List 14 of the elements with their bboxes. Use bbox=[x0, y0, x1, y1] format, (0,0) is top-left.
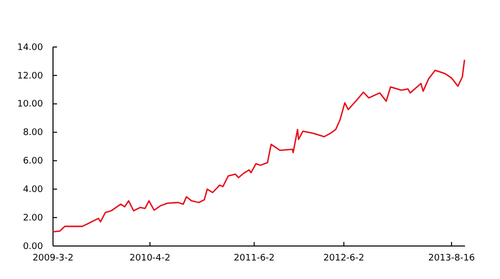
x-tick-label: 2009-3-2 bbox=[32, 253, 74, 264]
y-tick-label: 2.00 bbox=[22, 213, 44, 224]
y-tick-label: 8.00 bbox=[22, 128, 44, 138]
y-tick-label: 6.00 bbox=[22, 156, 44, 167]
x-tick-label: 2012-6-2 bbox=[323, 253, 364, 264]
x-tick-label: 2010-4-2 bbox=[130, 253, 170, 264]
x-tick-label: 2013-8-16 bbox=[428, 253, 476, 264]
x-tick-label: 2011-6-2 bbox=[234, 253, 275, 264]
y-tick-label: 14.00 bbox=[17, 42, 44, 53]
y-tick-label: 12.00 bbox=[17, 71, 44, 82]
y-tick-label: 0.00 bbox=[22, 242, 44, 252]
line-series bbox=[52, 59, 466, 232]
y-tick-label: 10.00 bbox=[17, 100, 44, 110]
y-tick-label: 4.00 bbox=[22, 185, 44, 196]
